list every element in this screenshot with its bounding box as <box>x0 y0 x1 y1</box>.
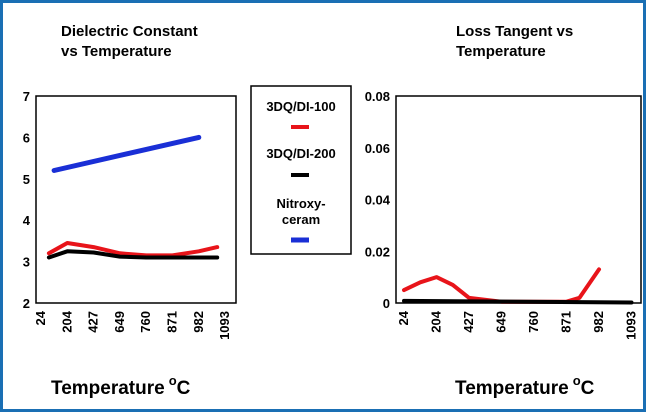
right-x-tick-label: 982 <box>591 311 606 333</box>
left-y-tick-label: 3 <box>23 255 30 270</box>
right-x-axis-unit-suffix: C <box>581 378 595 399</box>
right-x-axis-label: Temperature oC <box>455 373 595 399</box>
right-x-axis-unit-sup: o <box>573 373 581 388</box>
right-y-tick-label: 0.06 <box>365 141 390 156</box>
left-y-tick-label: 5 <box>23 172 30 187</box>
legend-label-di100: 3DQ/DI-100 <box>266 99 335 114</box>
left-series-line-nitroxy-ceram <box>51 134 202 173</box>
legend-label-nitroxy-line1: Nitroxy- <box>276 196 325 211</box>
left-chart-title-line1: Dielectric Constant <box>61 23 198 40</box>
right-x-tick-label: 1093 <box>624 311 639 340</box>
left-x-tick-label: 204 <box>59 310 74 332</box>
right-series-line-3dq-di-100 <box>402 267 601 304</box>
left-chart-title-line2: vs Temperature <box>61 43 172 60</box>
left-y-tick-label: 4 <box>23 213 31 228</box>
right-y-tick-label: 0 <box>383 296 390 311</box>
left-x-tick-label: 427 <box>86 311 101 333</box>
left-y-tick-label: 7 <box>23 89 30 104</box>
left-x-axis-unit-sup: o <box>169 373 177 388</box>
right-x-tick-label: 649 <box>494 311 509 333</box>
left-x-tick-label: 760 <box>138 311 153 333</box>
left-plot-area <box>35 95 237 304</box>
legend-label-di200: 3DQ/DI-200 <box>266 146 335 161</box>
left-x-tick-label: 24 <box>33 310 48 325</box>
right-x-tick-label: 204 <box>429 310 444 332</box>
right-y-tick-label: 0.08 <box>365 89 390 104</box>
left-x-tick-label: 1093 <box>217 311 232 340</box>
right-chart-title-line2: Temperature <box>456 43 546 60</box>
figure-frame: Dielectric Constant vs Temperature 2 3 4 5 6… <box>0 0 646 412</box>
right-chart-title-line1: Loss Tangent vs <box>456 23 573 40</box>
right-x-tick-label: 24 <box>396 310 411 325</box>
left-x-tick-label: 649 <box>112 311 127 333</box>
right-x-tick-label: 871 <box>559 311 574 333</box>
right-series-line-3dq-di-200 <box>402 298 634 305</box>
right-x-tick-label: 427 <box>461 311 476 333</box>
legend-box <box>250 85 352 255</box>
right-plot-area <box>395 95 642 304</box>
right-y-tick-label: 0.02 <box>365 244 390 259</box>
left-x-tick-label: 982 <box>191 311 206 333</box>
left-series-line-3dq-di-200 <box>46 249 220 260</box>
left-x-axis-label-text: Temperature <box>51 378 165 399</box>
left-y-tick-label: 2 <box>23 296 30 311</box>
figure-canvas: Dielectric Constant vs Temperature 2 3 4 5 6… <box>23 23 642 399</box>
left-series-line-3dq-di-100 <box>46 241 220 258</box>
left-y-tick-label: 6 <box>23 130 30 145</box>
left-x-tick-label: 871 <box>165 311 180 333</box>
right-y-tick-label: 0.04 <box>365 193 391 208</box>
legend-label-nitroxy-line2: ceram <box>282 212 320 227</box>
right-x-axis-label-text: Temperature <box>455 378 569 399</box>
left-x-axis-unit-suffix: C <box>177 378 191 399</box>
left-x-axis-label: Temperature oC <box>51 373 191 399</box>
right-x-tick-label: 760 <box>526 311 541 333</box>
